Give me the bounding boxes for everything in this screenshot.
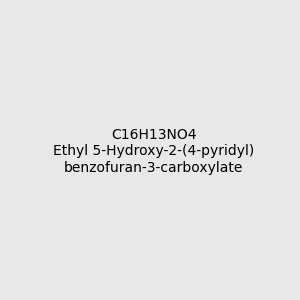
Text: C16H13NO4
Ethyl 5-Hydroxy-2-(4-pyridyl)
benzofuran-3-carboxylate: C16H13NO4 Ethyl 5-Hydroxy-2-(4-pyridyl) …	[53, 128, 254, 175]
